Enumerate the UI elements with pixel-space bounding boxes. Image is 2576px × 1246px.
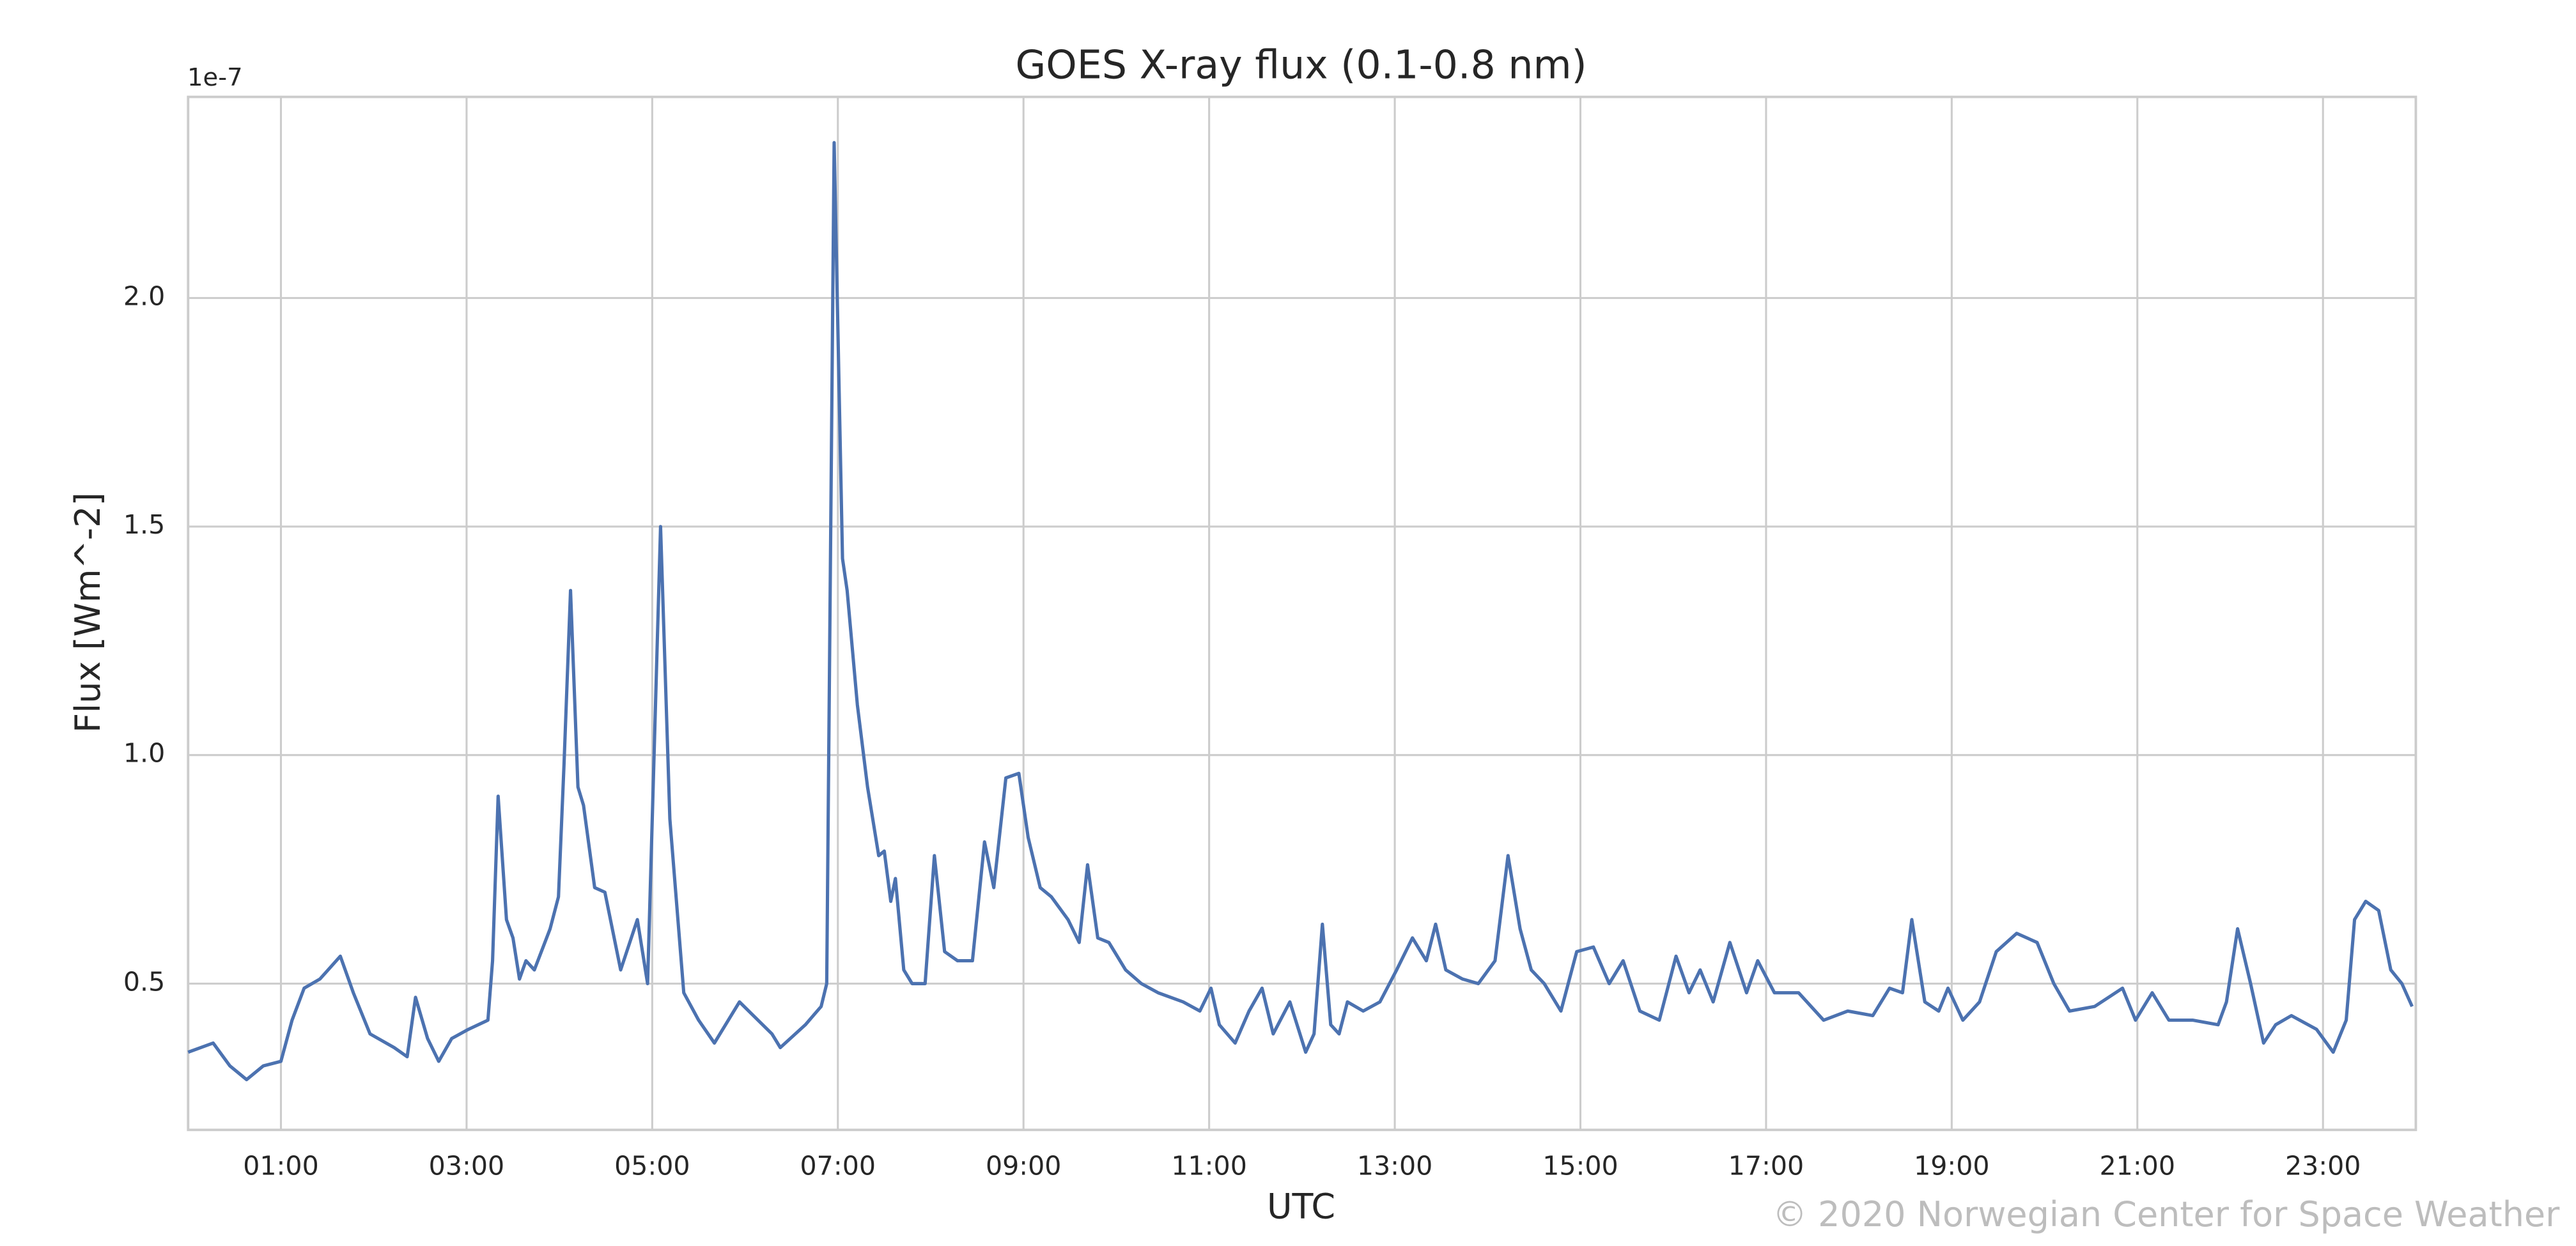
plot-frame: [187, 95, 2417, 1132]
x-tick-label: 09:00: [986, 1150, 1061, 1181]
y-tick-label: 1.0: [123, 738, 165, 769]
x-tick-label: 15:00: [1542, 1150, 1618, 1181]
x-axis-label: UTC: [1267, 1186, 1335, 1226]
flux-line: [187, 141, 2414, 1082]
y-tick-label: 0.5: [123, 966, 165, 997]
y-tick-label: 1.5: [123, 509, 165, 540]
x-tick-label: 03:00: [429, 1150, 504, 1181]
y-axis-label: Flux [Wm^-2]: [68, 492, 108, 732]
x-tick-label: 11:00: [1171, 1150, 1246, 1181]
x-tick-label: 23:00: [2285, 1150, 2361, 1181]
y-tick-label: 2.0: [123, 281, 165, 311]
x-tick-label: 05:00: [614, 1150, 690, 1181]
x-tick-label: 13:00: [1357, 1150, 1432, 1181]
x-tick-label: 19:00: [1914, 1150, 1989, 1181]
chart-title: GOES X-ray flux (0.1-0.8 nm): [1016, 42, 1587, 88]
y-offset-label: 1e-7: [187, 63, 243, 92]
x-tick-label: 01:00: [243, 1150, 318, 1181]
x-tick-label: 21:00: [2100, 1150, 2175, 1181]
x-tick-label: 17:00: [1728, 1150, 1804, 1181]
x-tick-label: 07:00: [800, 1150, 876, 1181]
credit: © 2020 Norwegian Center for Space Weathe…: [1773, 1194, 2560, 1234]
